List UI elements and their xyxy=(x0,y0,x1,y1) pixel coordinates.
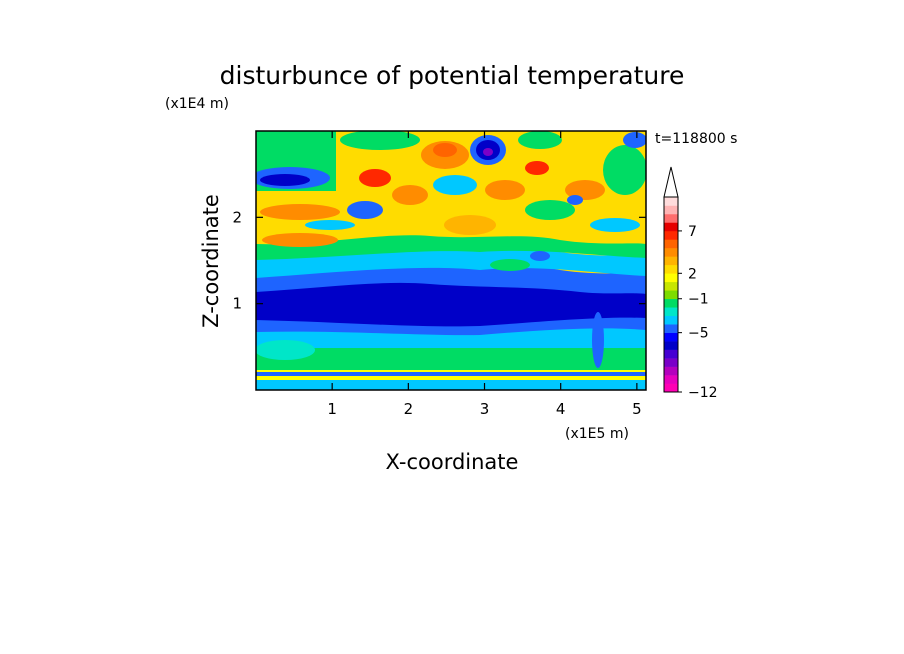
colorbar-swatch xyxy=(664,341,678,350)
cyan-cell-mid xyxy=(433,175,477,195)
colorbar-tick-label: −12 xyxy=(688,385,718,401)
colorbar-swatch xyxy=(664,366,678,376)
blue-cell-top-right xyxy=(623,132,646,148)
x-tick-label: 4 xyxy=(556,400,566,418)
blue-cell-far-right xyxy=(567,195,583,205)
x-axis-label: X-coordinate xyxy=(386,450,519,474)
green-cell-right xyxy=(518,131,562,149)
colorbar-swatch xyxy=(664,222,678,232)
colorbar-swatch xyxy=(664,247,678,257)
colorbar: 7 2 −1 −5 −12 xyxy=(663,166,718,401)
colorbar-swatch xyxy=(664,197,678,206)
colorbar-swatch xyxy=(664,273,678,283)
y-tick-label: 1 xyxy=(232,295,242,313)
upper-left-navy xyxy=(260,174,310,186)
contour-field xyxy=(256,131,646,390)
colorbar-tick-label: 2 xyxy=(688,266,697,282)
y-unit-label: (x1E4 m) xyxy=(165,96,229,112)
x-tick-label: 1 xyxy=(327,400,337,418)
colorbar-swatch xyxy=(664,239,678,249)
colorbar-swatch xyxy=(664,290,678,300)
cyan-cell-right xyxy=(590,218,640,232)
colorbar-swatch xyxy=(664,315,678,325)
blue-cell-1 xyxy=(347,201,383,219)
colorbar-swatch xyxy=(664,281,678,291)
colorbar-swatch xyxy=(664,332,678,342)
colorbar-swatch xyxy=(664,230,678,240)
colorbar-swatch xyxy=(664,375,678,384)
green-patch-mid xyxy=(490,259,530,271)
orange-cell-center xyxy=(444,215,496,235)
band-bottom-blue xyxy=(256,372,646,376)
colorbar-tick-label: −1 xyxy=(688,292,709,308)
x-tick-label: 3 xyxy=(480,400,490,418)
orange-cell-mid xyxy=(392,185,428,205)
blue-plume xyxy=(592,312,604,368)
colorbar-swatch xyxy=(664,383,678,393)
colorbar-swatch xyxy=(664,349,678,359)
top-green-1 xyxy=(340,131,420,150)
y-tick-label: 2 xyxy=(232,208,242,226)
blue-dot-mid xyxy=(530,251,550,261)
y-axis-label: Z-coordinate xyxy=(199,194,223,328)
chart-title: disturbunce of potential temperature xyxy=(220,61,685,90)
green-patch-left xyxy=(256,340,315,360)
colorbar-tick-label: 7 xyxy=(688,224,697,240)
colorbar-swatch xyxy=(664,256,678,266)
colorbar-swatch xyxy=(664,264,678,274)
green-cell-far-right xyxy=(603,145,646,195)
x-axis: 1 2 3 4 5 xyxy=(327,131,642,418)
left-orange-1 xyxy=(260,204,340,220)
band-green-above xyxy=(256,235,646,260)
red-cell-top xyxy=(433,143,457,157)
x-unit-label: (x1E5 m) xyxy=(565,426,629,442)
x-tick-label: 5 xyxy=(632,400,642,418)
colorbar-swatch xyxy=(664,358,678,367)
green-cell-right2 xyxy=(525,200,575,220)
y-axis: 12 xyxy=(232,208,646,313)
left-cyan xyxy=(305,220,355,230)
colorbar-extend-arrow xyxy=(663,166,679,198)
navy-vortex-core xyxy=(483,148,493,156)
colorbar-swatch xyxy=(664,298,678,308)
red-cell-right xyxy=(525,161,549,175)
plot-frame xyxy=(255,130,647,391)
colorbar-swatch xyxy=(664,205,678,215)
colorbar-tick-label: −5 xyxy=(688,326,709,342)
band-navy-core xyxy=(256,282,646,327)
band-bottom-cyan xyxy=(256,380,646,390)
colorbar-swatch xyxy=(664,324,678,333)
time-label: t=118800 s xyxy=(655,131,737,147)
colorbar-swatch xyxy=(664,307,678,316)
x-tick-label: 2 xyxy=(404,400,414,418)
red-cell-1 xyxy=(359,169,391,187)
colorbar-swatch xyxy=(664,213,678,223)
left-orange-2 xyxy=(262,233,338,247)
orange-cell-right xyxy=(485,180,525,200)
